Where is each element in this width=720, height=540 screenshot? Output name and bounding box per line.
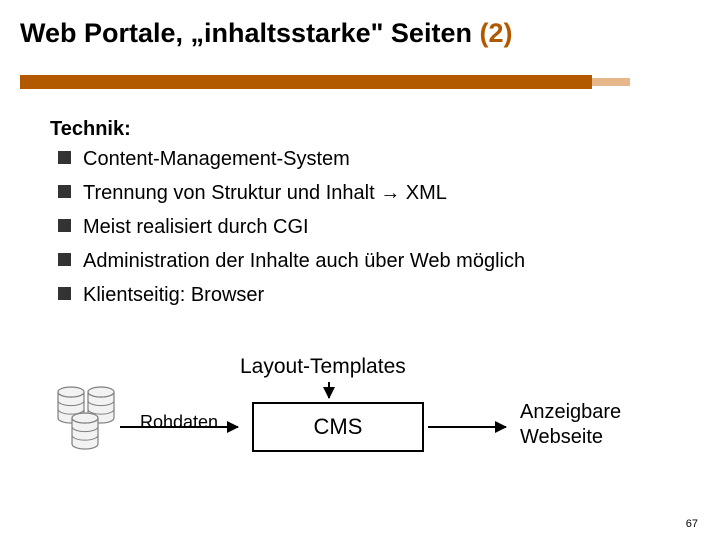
bullet-square-icon <box>58 185 71 198</box>
page-number: 67 <box>686 518 698 530</box>
list-item: Administration der Inhalte auch über Web… <box>58 248 525 275</box>
bullet-list: Content-Management-System Trennung von S… <box>58 146 525 316</box>
subheading: Technik: <box>50 118 131 141</box>
cms-box-label: CMS <box>314 414 363 440</box>
list-item: Trennung von Struktur und Inhalt → XML <box>58 180 525 207</box>
title-accent: (2) <box>479 18 512 48</box>
bullet-square-icon <box>58 253 71 266</box>
bullet-text: Klientseitig: Browser <box>83 282 264 309</box>
cms-box: CMS <box>252 402 424 452</box>
list-item: Content-Management-System <box>58 146 525 173</box>
bullet-text: Content-Management-System <box>83 146 350 173</box>
arrow-cms-to-output <box>428 426 506 428</box>
templates-label: Layout-Templates <box>240 355 406 379</box>
output-line2: Webseite <box>520 426 603 448</box>
arrow-input-to-cms <box>120 426 238 428</box>
database-cylinders-icon <box>0 350 140 470</box>
title-rule-light <box>592 78 630 86</box>
output-label: Anzeigbare Webseite <box>520 400 621 450</box>
bullet-square-icon <box>58 287 71 300</box>
title-rule-dark <box>20 75 592 89</box>
bullet-square-icon <box>58 151 71 164</box>
bullet-text: Trennung von Struktur und Inhalt → XML <box>83 180 447 207</box>
slide: Web Portale, „inhaltsstarke" Seiten (2) … <box>0 0 720 540</box>
title-highlight-box <box>600 50 644 100</box>
arrow-templates-to-cms <box>328 382 330 398</box>
slide-title: Web Portale, „inhaltsstarke" Seiten (2) <box>20 18 512 49</box>
cms-diagram: Layout-Templates Rohdaten CMS Anzeigbare… <box>0 350 720 510</box>
list-item: Meist realisiert durch CGI <box>58 214 525 241</box>
list-item: Klientseitig: Browser <box>58 282 525 309</box>
bullet-text: Administration der Inhalte auch über Web… <box>83 248 525 275</box>
input-label: Rohdaten <box>140 412 218 433</box>
title-text: Web Portale, „inhaltsstarke" Seiten <box>20 18 479 48</box>
output-line1: Anzeigbare <box>520 401 621 423</box>
bullet-square-icon <box>58 219 71 232</box>
bullet-text: Meist realisiert durch CGI <box>83 214 309 241</box>
